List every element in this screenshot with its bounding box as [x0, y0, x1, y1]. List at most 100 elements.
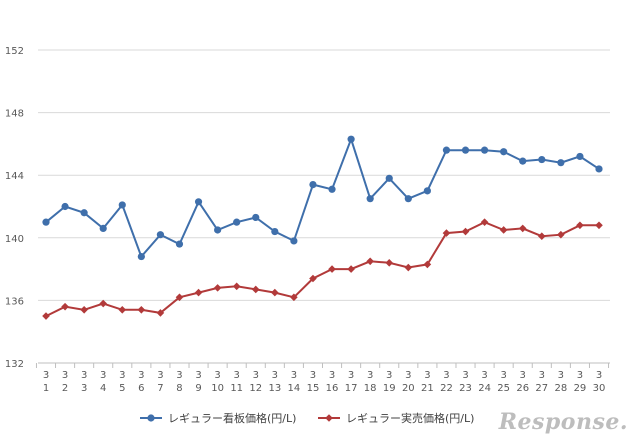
data-point — [213, 284, 222, 292]
data-point — [194, 288, 203, 297]
x-tick-label: 3 18 — [364, 370, 377, 394]
y-axis-ticks: 132 136 140 144 148 152 — [5, 46, 24, 370]
data-point — [232, 282, 241, 291]
x-tick-label: 3 23 — [459, 370, 472, 394]
x-tick-label: 3 11 — [230, 370, 243, 394]
x-tick-label: 3 17 — [345, 370, 358, 394]
data-point — [271, 288, 279, 297]
data-point — [595, 165, 603, 173]
x-tick-label: 3 30 — [593, 370, 606, 394]
data-point — [156, 231, 165, 239]
y-tick-label: 144 — [5, 171, 24, 182]
legend-marker — [325, 414, 333, 422]
x-tick-label: 3 27 — [535, 370, 548, 394]
data-point — [385, 259, 394, 267]
data-point — [595, 221, 603, 230]
x-tick-label: 3 13 — [268, 370, 281, 394]
data-point — [80, 305, 88, 314]
x-tick-label: 3 25 — [497, 370, 510, 394]
data-point — [156, 309, 165, 317]
x-tick-label: 3 22 — [440, 370, 453, 394]
data-point — [385, 174, 393, 182]
data-point — [404, 263, 413, 272]
data-point — [137, 252, 145, 261]
data-point — [518, 224, 527, 233]
data-point — [194, 198, 203, 206]
data-point — [233, 218, 241, 226]
data-point — [271, 227, 279, 236]
y-tick-label: 152 — [5, 46, 24, 57]
data-point — [557, 230, 565, 239]
legend-label: レギュラー看板価格(円/L) — [168, 411, 296, 425]
x-tick-label: 3 28 — [554, 370, 567, 394]
legend-label: レギュラー実売価格(円/L) — [346, 411, 474, 425]
series-line-1 — [45, 136, 600, 259]
series-lines — [42, 135, 603, 320]
data-point — [214, 226, 222, 234]
data-point — [118, 201, 126, 209]
data-point — [42, 312, 50, 320]
data-point — [480, 218, 489, 226]
response-logo: Response. — [498, 409, 628, 435]
x-tick-label: 3 16 — [326, 370, 339, 394]
x-tick-label: 3 21 — [421, 370, 434, 394]
data-point — [252, 213, 260, 222]
x-tick-label: 3 26 — [516, 370, 529, 394]
data-point — [576, 152, 584, 161]
y-tick-label: 132 — [5, 359, 24, 370]
y-tick-label: 148 — [5, 109, 24, 120]
x-axis-ticks: 3 1 3 2 3 3 3 4 3 5 3 6 3 7 3 8 3 9 3 10 3 11 3 12 3 13 3 14 3 15 3 16 3… — [35, 363, 610, 394]
data-point — [499, 226, 508, 234]
data-point — [290, 237, 298, 245]
data-point — [461, 146, 470, 154]
x-tick-label: 3 29 — [574, 370, 587, 394]
data-point — [500, 148, 508, 156]
data-point — [557, 159, 565, 167]
data-point — [366, 257, 374, 266]
y-tick-label: 136 — [5, 296, 24, 307]
data-point — [328, 185, 336, 193]
data-point — [309, 180, 317, 189]
data-point — [576, 221, 584, 230]
legend-marker — [147, 414, 155, 422]
x-tick-label: 3 19 — [383, 370, 396, 394]
legend: レギュラー看板価格(円/L) レギュラー実売価格(円/L) — [140, 411, 474, 425]
x-tick-label: 3 14 — [288, 370, 301, 394]
y-tick-label: 140 — [5, 234, 24, 245]
data-point — [347, 135, 355, 143]
series-line-2 — [45, 221, 599, 317]
data-point — [290, 293, 298, 302]
x-tick-label: 3 10 — [211, 370, 224, 394]
data-point — [251, 285, 260, 294]
data-point — [423, 187, 431, 195]
data-point — [118, 305, 127, 314]
data-point — [175, 293, 184, 302]
data-point — [99, 299, 108, 308]
data-point — [461, 227, 470, 236]
data-point — [442, 146, 451, 154]
data-point — [480, 146, 489, 154]
data-point — [442, 229, 451, 237]
data-point — [537, 232, 546, 241]
data-point — [347, 265, 355, 273]
data-point — [404, 195, 412, 203]
data-point — [99, 224, 107, 233]
data-point — [80, 209, 88, 217]
data-point — [328, 265, 336, 273]
data-point — [42, 218, 50, 226]
data-point — [61, 202, 69, 211]
x-tick-label: 3 15 — [307, 370, 320, 394]
x-tick-label: 3 20 — [402, 370, 415, 394]
data-point — [538, 155, 546, 164]
x-tick-label: 3 12 — [249, 370, 262, 394]
x-tick-label: 3 24 — [478, 370, 491, 394]
